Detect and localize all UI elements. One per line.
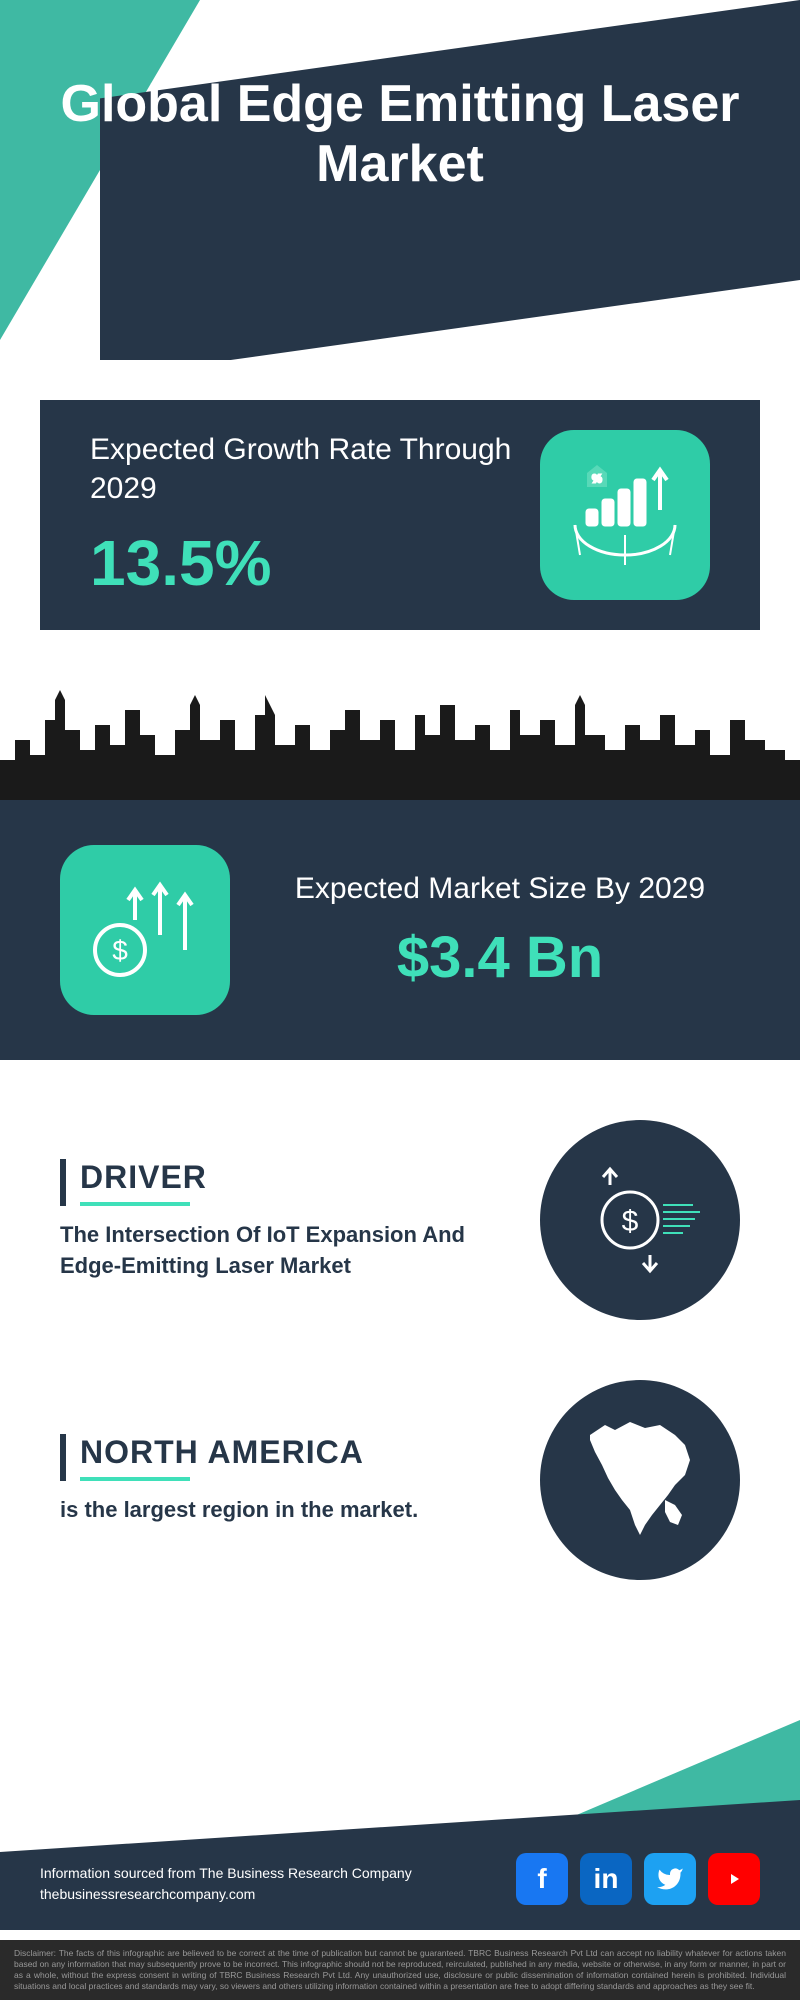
growth-rate-value: 13.5% [90, 526, 540, 600]
page-title: Global Edge Emitting Laser Market [0, 75, 800, 195]
growth-chart-icon: % [540, 430, 710, 600]
north-america-map-icon [540, 1380, 740, 1580]
growth-rate-label: Expected Growth Rate Through 2029 [90, 430, 540, 508]
svg-text:$: $ [622, 1205, 639, 1238]
disclaimer-text: Disclaimer: The facts of this infographi… [0, 1940, 800, 2000]
market-size-growth-icon: $ [60, 845, 230, 1015]
money-transfer-icon: $ [540, 1120, 740, 1320]
social-links: f in [516, 1853, 760, 1905]
svg-text:%: % [593, 474, 602, 485]
growth-rate-card: Expected Growth Rate Through 2029 13.5% … [40, 400, 760, 630]
region-section: NORTH AMERICA is the largest region in t… [60, 1380, 740, 1580]
heading-underline [80, 1202, 190, 1206]
svg-text:$: $ [112, 935, 128, 966]
region-description: is the largest region in the market. [60, 1495, 510, 1526]
market-size-value: $3.4 Bn [260, 924, 740, 991]
city-skyline-divider [0, 680, 800, 800]
linkedin-icon[interactable]: in [580, 1853, 632, 1905]
driver-description: The Intersection Of IoT Expansion And Ed… [60, 1220, 510, 1282]
source-line-1: Information sourced from The Business Re… [40, 1863, 412, 1884]
header-banner: Global Edge Emitting Laser Market [0, 0, 800, 360]
twitter-icon[interactable] [644, 1853, 696, 1905]
heading-underline [80, 1477, 190, 1481]
footer: Information sourced from The Business Re… [0, 1720, 800, 2000]
region-heading: NORTH AMERICA [80, 1434, 510, 1471]
youtube-icon[interactable] [708, 1853, 760, 1905]
source-line-2: thebusinessresearchcompany.com [40, 1884, 412, 1905]
source-attribution: Information sourced from The Business Re… [40, 1863, 412, 1905]
market-size-label: Expected Market Size By 2029 [260, 869, 740, 908]
driver-heading: DRIVER [80, 1159, 510, 1196]
market-size-card: $ Expected Market Size By 2029 $3.4 Bn [0, 800, 800, 1060]
facebook-icon[interactable]: f [516, 1853, 568, 1905]
driver-section: DRIVER The Intersection Of IoT Expansion… [60, 1120, 740, 1320]
